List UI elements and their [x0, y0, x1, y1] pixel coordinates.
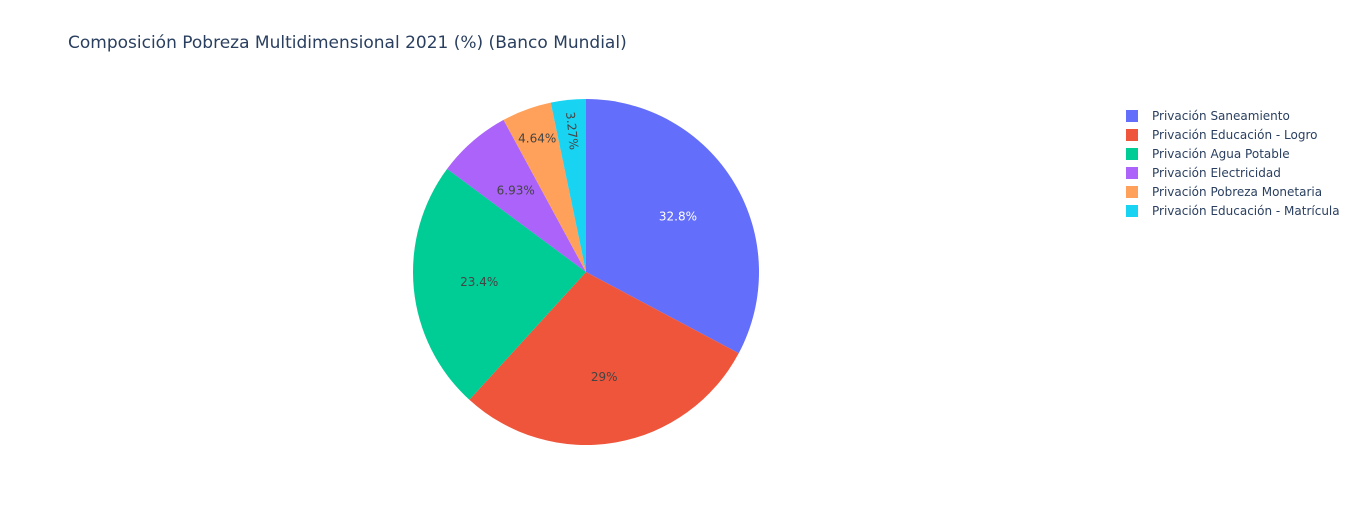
- legend-label: Privación Educación - Logro: [1152, 127, 1318, 142]
- legend-swatch: [1126, 166, 1138, 179]
- legend-label: Privación Electricidad: [1152, 165, 1281, 180]
- legend-label: Privación Agua Potable: [1152, 146, 1290, 161]
- slice-label: 4.64%: [518, 131, 556, 145]
- chart-title: Composición Pobreza Multidimensional 202…: [68, 33, 627, 53]
- pie-slice[interactable]: [503, 102, 586, 272]
- pie-slice[interactable]: [469, 272, 739, 445]
- legend-swatch: [1126, 147, 1138, 160]
- pie-slice[interactable]: [586, 99, 760, 354]
- pie-slice[interactable]: [550, 99, 586, 272]
- slice-label: 3.27%: [563, 111, 581, 150]
- legend-item-electricidad[interactable]: Privación Electricidad: [1126, 163, 1340, 182]
- legend: Privación Saneamiento Privación Educació…: [1126, 106, 1340, 220]
- slice-label: 23.4%: [460, 275, 498, 289]
- slice-label: 29%: [591, 370, 618, 384]
- pie-slice[interactable]: [447, 119, 586, 272]
- slice-label: 32.8%: [659, 209, 697, 223]
- slice-label: 6.93%: [497, 183, 535, 197]
- legend-swatch: [1126, 109, 1138, 122]
- legend-swatch: [1126, 185, 1138, 198]
- legend-swatch: [1126, 204, 1138, 217]
- legend-item-educacion-logro[interactable]: Privación Educación - Logro: [1126, 125, 1340, 144]
- legend-label: Privación Pobreza Monetaria: [1152, 184, 1323, 199]
- legend-item-saneamiento[interactable]: Privación Saneamiento: [1126, 106, 1340, 125]
- legend-label: Privación Educación - Matrícula: [1152, 203, 1340, 218]
- legend-swatch: [1126, 128, 1138, 141]
- legend-item-educacion-matricula[interactable]: Privación Educación - Matrícula: [1126, 201, 1340, 220]
- legend-label: Privación Saneamiento: [1152, 108, 1290, 123]
- pie-slice[interactable]: [412, 168, 586, 400]
- legend-item-pobreza-monetaria[interactable]: Privación Pobreza Monetaria: [1126, 182, 1340, 201]
- legend-item-agua-potable[interactable]: Privación Agua Potable: [1126, 144, 1340, 163]
